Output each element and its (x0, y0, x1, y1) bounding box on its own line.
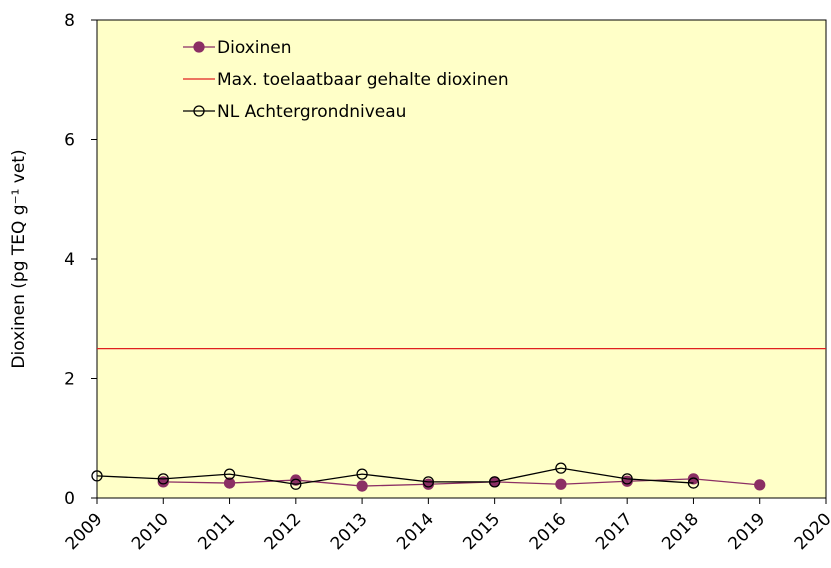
data-point (223, 477, 236, 489)
plot-area (96, 19, 827, 499)
data-point (555, 478, 567, 490)
data-point (488, 476, 501, 488)
x-tick-label: 2013 (327, 509, 372, 554)
data-point (422, 476, 435, 488)
y-tick-label: 0 (64, 489, 75, 509)
data-point (290, 474, 302, 486)
data-point (356, 468, 368, 480)
legend-marker (193, 105, 205, 117)
data-point (157, 473, 169, 485)
y-tick-label: 6 (64, 131, 75, 151)
x-tick-label: 2016 (526, 509, 571, 554)
data-point (223, 468, 236, 480)
series-line (163, 478, 760, 487)
legend-label: NL Achtergrondniveau (217, 102, 406, 122)
x-tick-label: 2012 (261, 509, 306, 554)
data-point (754, 479, 766, 491)
y-tick-label: 4 (64, 250, 75, 270)
x-tick-label: 2009 (62, 509, 107, 554)
x-tick-label: 2011 (194, 509, 239, 554)
data-point (555, 462, 567, 474)
x-tick-label: 2015 (459, 509, 504, 554)
legend-label: Max. toelaatbaar gehalte dioxinen (217, 70, 509, 90)
x-tick-label: 2019 (725, 509, 770, 554)
data-point (91, 470, 103, 482)
x-tick-label: 2018 (658, 509, 703, 554)
y-tick-label: 2 (64, 370, 75, 390)
data-point (290, 478, 302, 490)
data-point (687, 473, 700, 485)
series-line (96, 467, 694, 485)
y-axis-label: Dioxinen (pg TEQ g⁻¹ vet) (9, 149, 29, 368)
data-point (422, 478, 435, 490)
legend-label: Dioxinen (217, 38, 291, 58)
x-tick-label: 2020 (791, 509, 831, 554)
x-tick-label: 2014 (393, 509, 438, 554)
legend-marker (193, 41, 205, 53)
data-point (356, 480, 368, 492)
y-tick-label: 8 (64, 11, 75, 31)
data-point (621, 473, 633, 485)
x-tick-label: 2017 (592, 509, 637, 554)
data-point (687, 477, 700, 489)
x-tick-label: 2010 (128, 509, 173, 554)
